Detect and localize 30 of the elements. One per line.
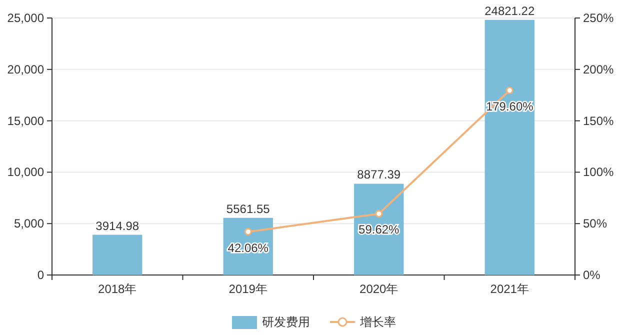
y2-tick-label: 150% bbox=[583, 114, 614, 128]
y2-tick-label: 250% bbox=[583, 11, 614, 25]
data-label: 42.06% bbox=[228, 240, 269, 255]
data-label: 3914.98 bbox=[96, 218, 140, 233]
point bbox=[506, 86, 514, 94]
y-tick-label: 10,000 bbox=[7, 165, 44, 180]
x-tick-label: 2019年 bbox=[228, 282, 268, 296]
x-tick-label: 2018年 bbox=[98, 282, 137, 296]
bar bbox=[92, 234, 142, 275]
bar bbox=[484, 20, 534, 275]
y2-tick-label: 0% bbox=[583, 268, 601, 282]
data-label: 59.62% bbox=[358, 222, 400, 237]
y-tick-label: 20,000 bbox=[7, 62, 44, 76]
legend-label: 研发费用 bbox=[262, 315, 310, 329]
data-label: 5561.55 bbox=[226, 202, 270, 216]
x-tick-label: 2021年 bbox=[490, 282, 529, 296]
y2-tick-label: 50% bbox=[583, 216, 608, 231]
y-tick-label: 25,000 bbox=[7, 11, 44, 25]
data-label: 8877.39 bbox=[357, 168, 401, 182]
bar bbox=[354, 184, 404, 275]
legend-label: 增长率 bbox=[359, 315, 396, 329]
y-tick-label: 15,000 bbox=[7, 114, 44, 128]
data-label: 24821.22 bbox=[484, 4, 535, 18]
point bbox=[375, 210, 383, 218]
y2-tick-label: 100% bbox=[583, 165, 614, 180]
y-tick-label: 0 bbox=[37, 268, 44, 282]
y-tick-label: 5,000 bbox=[14, 216, 44, 231]
y2-tick-label: 200% bbox=[583, 62, 614, 76]
point bbox=[244, 228, 252, 236]
x-tick-label: 2020年 bbox=[360, 282, 398, 296]
